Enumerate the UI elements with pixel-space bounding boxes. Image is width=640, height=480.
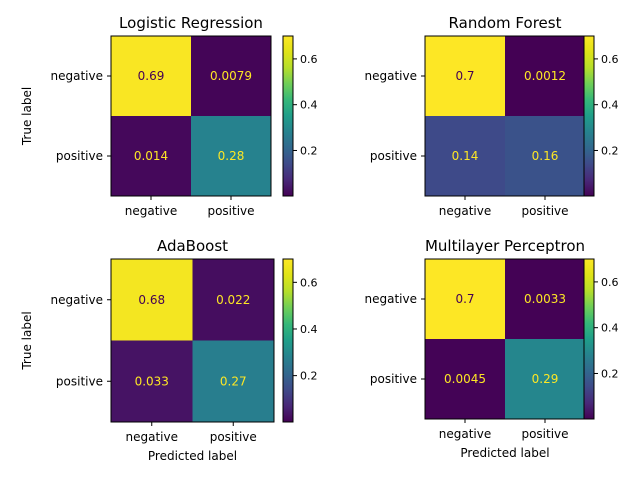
- x-tick-label: negative: [439, 427, 491, 441]
- y-tick-label: negative: [51, 69, 103, 83]
- cell-value-label: 0.0012: [524, 69, 566, 83]
- x-tick-label: positive: [521, 204, 568, 218]
- y-tick-label: positive: [56, 374, 103, 388]
- y-tick-label: positive: [56, 149, 103, 163]
- colorbar-tick-label: 0.4: [300, 323, 318, 336]
- y-tick-label: positive: [370, 372, 417, 386]
- confusion-matrix-panel-4: Multilayer Perceptron 0.7 0.0033 0.0045 0.29…: [365, 237, 619, 460]
- heatmap-cell: [111, 340, 193, 422]
- colorbar: [282, 258, 294, 423]
- heatmap-cell: [505, 116, 585, 196]
- y-axis-label: True label: [20, 311, 34, 370]
- cell-value-label: 0.7: [455, 69, 474, 83]
- colorbar-tick-label: 0.4: [601, 99, 619, 112]
- x-axis-label: Predicted label: [460, 446, 549, 460]
- y-tick-label: negative: [365, 69, 417, 83]
- confusion-matrix-panel-3: AdaBoost 0.68 0.022 0.033 0.27 negative positi…: [20, 237, 318, 463]
- heatmap-cell: [191, 116, 271, 196]
- confusion-matrix-panel-2: Random Forest 0.7 0.0012 0.14 0.16 negative po…: [365, 14, 619, 218]
- heatmap-cell: [111, 259, 193, 341]
- heatmap-cell: [111, 116, 191, 196]
- cell-value-label: 0.0079: [210, 69, 252, 83]
- heatmap-cell: [425, 36, 505, 116]
- x-tick-label: positive: [210, 430, 257, 444]
- panel-title: Logistic Regression: [119, 14, 263, 32]
- cell-value-label: 0.022: [216, 293, 250, 307]
- cell-value-label: 0.16: [532, 149, 559, 163]
- cell-value-label: 0.0045: [444, 372, 486, 386]
- heatmap-cell: [425, 259, 505, 339]
- heatmap-cell: [425, 116, 505, 196]
- axes-frame: [110, 35, 272, 197]
- heatmap-cell: [191, 36, 271, 116]
- heatmap-cell: [192, 259, 274, 341]
- y-tick-label: negative: [51, 293, 103, 307]
- cell-value-label: 0.014: [134, 149, 168, 163]
- y-axis-label: True label: [20, 87, 34, 146]
- colorbar-tick-label: 0.6: [300, 53, 318, 66]
- y-tick-label: positive: [370, 149, 417, 163]
- panel-title: Random Forest: [449, 14, 562, 32]
- panel-title: Multilayer Perceptron: [425, 237, 585, 255]
- cell-value-label: 0.7: [455, 292, 474, 306]
- colorbar-tick-label: 0.6: [300, 276, 318, 289]
- x-tick-label: positive: [521, 427, 568, 441]
- colorbar: [583, 35, 595, 197]
- heatmap-cell: [111, 36, 191, 116]
- cell-value-label: 0.27: [220, 374, 247, 388]
- heatmap-cell: [505, 36, 585, 116]
- x-tick-label: positive: [207, 204, 254, 218]
- cell-value-label: 0.68: [138, 293, 165, 307]
- x-axis-label: Predicted label: [148, 449, 237, 463]
- colorbar-tick-label: 0.6: [601, 53, 619, 66]
- heatmap-cell: [505, 339, 585, 419]
- cell-value-label: 0.0033: [524, 292, 566, 306]
- heatmap-cell: [425, 339, 505, 419]
- heatmap-cell: [505, 259, 585, 339]
- colorbar-tick-label: 0.2: [300, 370, 318, 383]
- heatmap-cell: [192, 340, 274, 422]
- colorbar-tick-label: 0.4: [601, 322, 619, 335]
- colorbar-tick-label: 0.6: [601, 276, 619, 289]
- cell-value-label: 0.033: [135, 374, 169, 388]
- cell-value-label: 0.28: [218, 149, 245, 163]
- x-tick-label: negative: [126, 430, 178, 444]
- colorbar-tick-label: 0.4: [300, 99, 318, 112]
- axes-frame: [110, 258, 275, 423]
- panel-title: AdaBoost: [157, 237, 228, 255]
- colorbar-tick-label: 0.2: [300, 144, 318, 157]
- cell-value-label: 0.69: [138, 69, 165, 83]
- confusion-matrix-panel-1: Logistic Regression 0.69 0.0079 0.014 0.28 ne…: [20, 14, 318, 218]
- x-tick-label: negative: [125, 204, 177, 218]
- x-tick-label: negative: [439, 204, 491, 218]
- colorbar-tick-label: 0.2: [601, 144, 619, 157]
- y-tick-label: negative: [365, 292, 417, 306]
- colorbar: [282, 35, 294, 197]
- cell-value-label: 0.14: [452, 149, 479, 163]
- colorbar-tick-label: 0.2: [601, 367, 619, 380]
- cell-value-label: 0.29: [532, 372, 559, 386]
- colorbar: [583, 258, 595, 420]
